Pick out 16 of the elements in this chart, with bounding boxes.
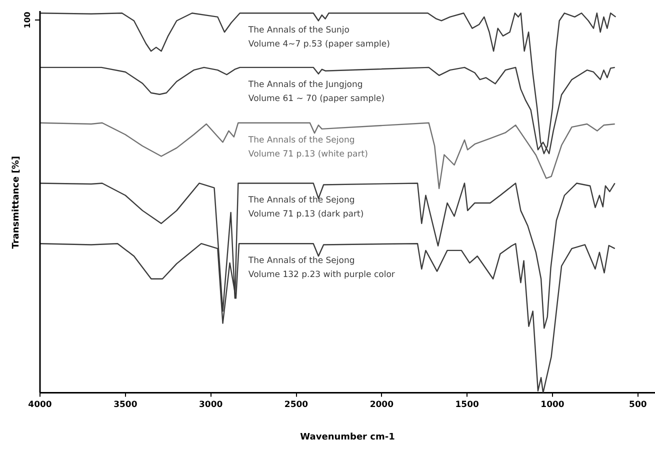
y-axis-title: Transmittance [%] <box>11 156 22 249</box>
series-label: The Annals of the Jungjong Volume 61 ~ 70 (paper sample) <box>247 80 385 104</box>
x-tick-label: 1000 <box>540 400 564 410</box>
x-tick-label: 1500 <box>455 400 479 410</box>
x-tick-label: 3000 <box>198 400 223 410</box>
x-tick-label: 3500 <box>114 400 138 410</box>
x-axis-title: Wavenumber cm-1 <box>300 432 395 442</box>
series-label: The Annals of the Sejong Volume 71 p.13 (dark part) <box>247 196 364 220</box>
text: 100 <box>23 11 32 28</box>
x-tick-label: 4000 <box>28 400 52 410</box>
series-label: The Annals of the Sejong Volume 132 p.23 with purple color <box>247 256 396 280</box>
x-tick-label: 500 <box>629 400 647 410</box>
x-tick-label: 2500 <box>284 400 308 410</box>
series-label: The Annals of the Sunjo Volume 4~7 p.53 (paper sample) <box>247 26 390 50</box>
series-label: The Annals of the Sejong Volume 71 p.13 (white part) <box>247 135 368 160</box>
x-tick-label: 2000 <box>370 400 394 410</box>
